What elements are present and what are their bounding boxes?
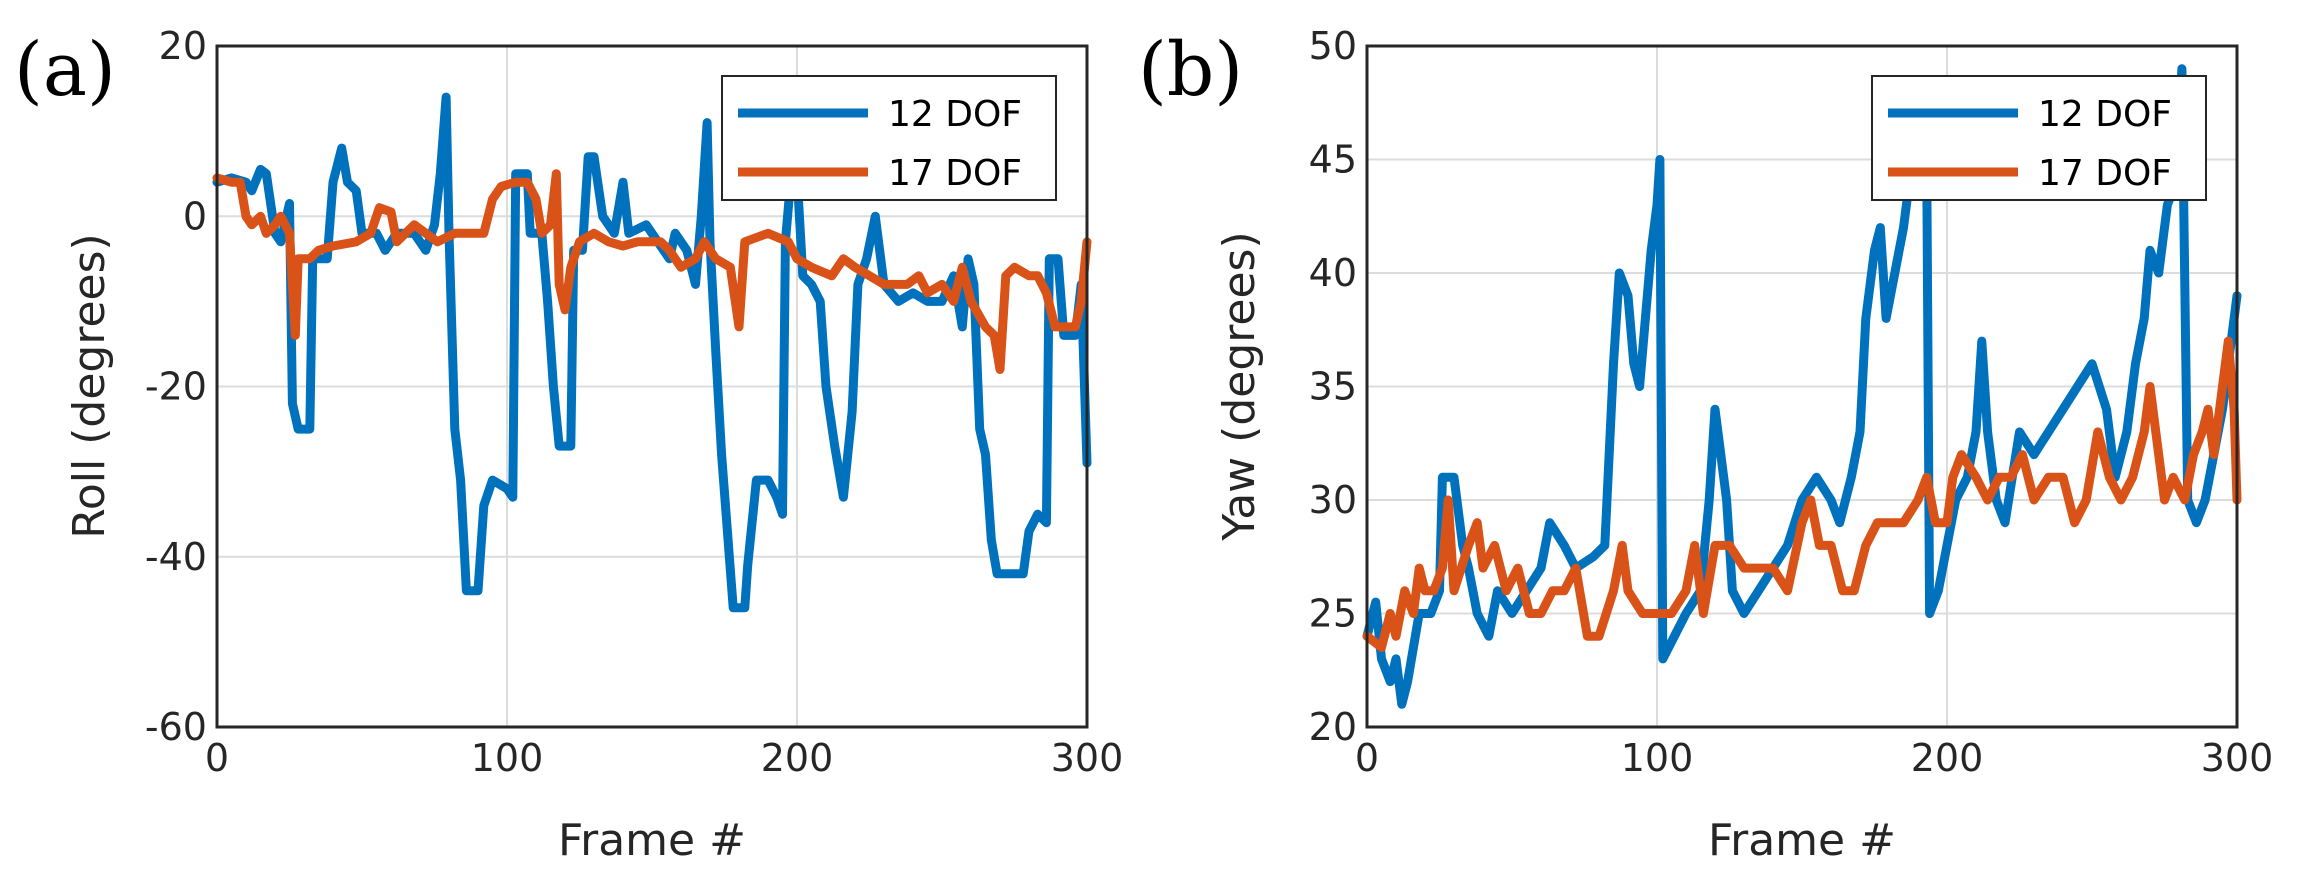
y-tick-label: 0 (183, 194, 207, 238)
tick-labels-b: 0 100 200 300 20 25 30 35 40 45 50 (1309, 24, 2274, 780)
y-tick-label: -60 (145, 705, 207, 749)
legend-box-a (721, 75, 1057, 201)
series-line-17-dof (212, 169, 1092, 374)
panel-label-b: (b) (1138, 27, 1243, 113)
panel-a: (a) 0 100 200 300 -60 -40 -20 0 20 Frame # Roll … (14, 24, 1123, 866)
x-tick-label: 200 (761, 736, 834, 780)
y-tick-label: -40 (145, 535, 207, 579)
tick-labels-a: 0 100 200 300 -60 -40 -20 0 20 (145, 24, 1123, 780)
legend-label-17dof-b: 17 DOF (2038, 153, 2172, 194)
series-group-a (212, 92, 1092, 613)
x-tick-label: 100 (471, 736, 544, 780)
y-tick-label: 30 (1309, 478, 1357, 522)
y-tick-label: 20 (1309, 705, 1357, 749)
x-axis-label-b: Frame # (1708, 815, 1896, 866)
y-axis-label-a: Roll (degrees) (64, 233, 115, 538)
x-axis-label-a: Frame # (558, 815, 746, 866)
y-tick-label: -20 (145, 365, 207, 409)
axes-frame-a (215, 44, 1089, 729)
x-tick-label: 300 (2201, 736, 2274, 780)
series-line-12-dof (1362, 64, 2242, 709)
legend-b: 12 DOF 17 DOF (1871, 75, 2207, 201)
legend-a: 12 DOF 17 DOF (721, 75, 1057, 201)
y-tick-label: 50 (1309, 24, 1357, 68)
axes-frame-b (1365, 44, 2239, 729)
series-group-b (1362, 64, 2242, 709)
legend-label-12dof-a: 12 DOF (888, 94, 1022, 135)
y-tick-label: 25 (1309, 592, 1357, 636)
x-tick-label: 0 (205, 736, 229, 780)
legend-label-17dof-a: 17 DOF (888, 153, 1022, 194)
panel-label-a: (a) (14, 27, 116, 113)
panel-b: (b) 0 100 200 300 20 25 30 35 40 45 50 Frame # Yaw… (1138, 24, 2273, 866)
y-tick-label: 40 (1309, 251, 1357, 295)
y-axis-label-b: Yaw (degrees) (1214, 231, 1265, 541)
x-tick-label: 300 (1051, 736, 1124, 780)
series-line-17-dof (1362, 336, 2242, 652)
legend-label-12dof-b: 12 DOF (2038, 94, 2172, 135)
x-tick-label: 0 (1355, 736, 1379, 780)
x-tick-label: 200 (1911, 736, 1984, 780)
y-tick-label: 45 (1309, 138, 1357, 182)
y-tick-label: 20 (159, 24, 207, 68)
y-tick-label: 35 (1309, 365, 1357, 409)
x-tick-label: 100 (1621, 736, 1694, 780)
legend-box-b (1871, 75, 2207, 201)
